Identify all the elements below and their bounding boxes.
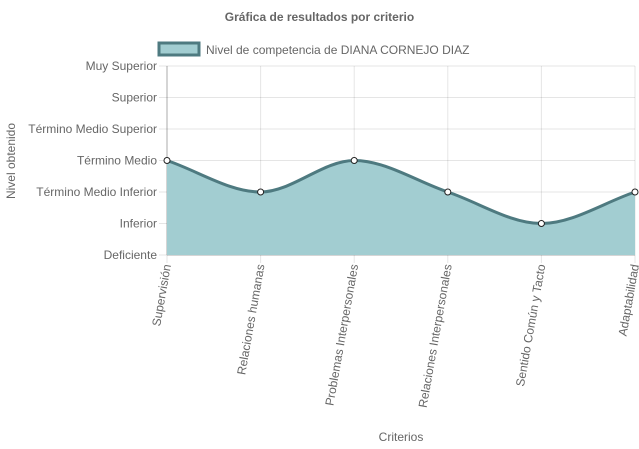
data-point[interactable] bbox=[631, 188, 639, 196]
x-tick-label: Sentido Común y Tacto bbox=[513, 263, 548, 388]
data-point[interactable] bbox=[257, 188, 265, 196]
x-tick-label: Adaptabilidad bbox=[616, 263, 639, 337]
data-point[interactable] bbox=[444, 188, 452, 196]
x-tick-label: Problemas Interpersonales bbox=[322, 263, 361, 407]
legend[interactable]: Nivel de competencia de DIANA CORNEJO DI… bbox=[157, 41, 469, 57]
series-line bbox=[166, 158, 636, 226]
y-tick-label: Término Medio Superior bbox=[28, 122, 157, 136]
y-tick-label: Muy Superior bbox=[86, 59, 157, 73]
y-tick-label: Término Medio bbox=[77, 154, 157, 168]
series-area-fill bbox=[167, 160, 635, 255]
data-points bbox=[163, 157, 639, 227]
data-point[interactable] bbox=[350, 157, 358, 164]
legend-label[interactable]: Nivel de competencia de DIANA CORNEJO DI… bbox=[206, 43, 469, 57]
data-point[interactable] bbox=[163, 157, 171, 164]
chart-title: Gráfica de resultados por criterio bbox=[225, 10, 414, 24]
y-tick-label: Término Medio Inferior bbox=[36, 185, 157, 199]
y-tick-label: Deficiente bbox=[104, 248, 158, 262]
legend-swatch[interactable] bbox=[157, 41, 201, 57]
y-axis-ticks: Deficiente Inferior Término Medio Inferior… bbox=[28, 59, 157, 262]
y-tick-label: Superior bbox=[112, 91, 157, 105]
y-tick-label: Inferior bbox=[120, 217, 157, 231]
x-axis-ticks: Supervisión Relaciones humanas Problemas I… bbox=[149, 263, 639, 409]
x-tick-label: Supervisión bbox=[149, 263, 174, 327]
data-point[interactable] bbox=[537, 220, 545, 227]
x-tick-label: Relaciones Interpersonales bbox=[416, 263, 455, 409]
x-tick-label: Relaciones humanas bbox=[234, 263, 267, 376]
y-axis-title: Nivel obtenido bbox=[4, 123, 18, 199]
series-area bbox=[166, 158, 636, 255]
x-axis-title: Criterios bbox=[379, 430, 424, 444]
